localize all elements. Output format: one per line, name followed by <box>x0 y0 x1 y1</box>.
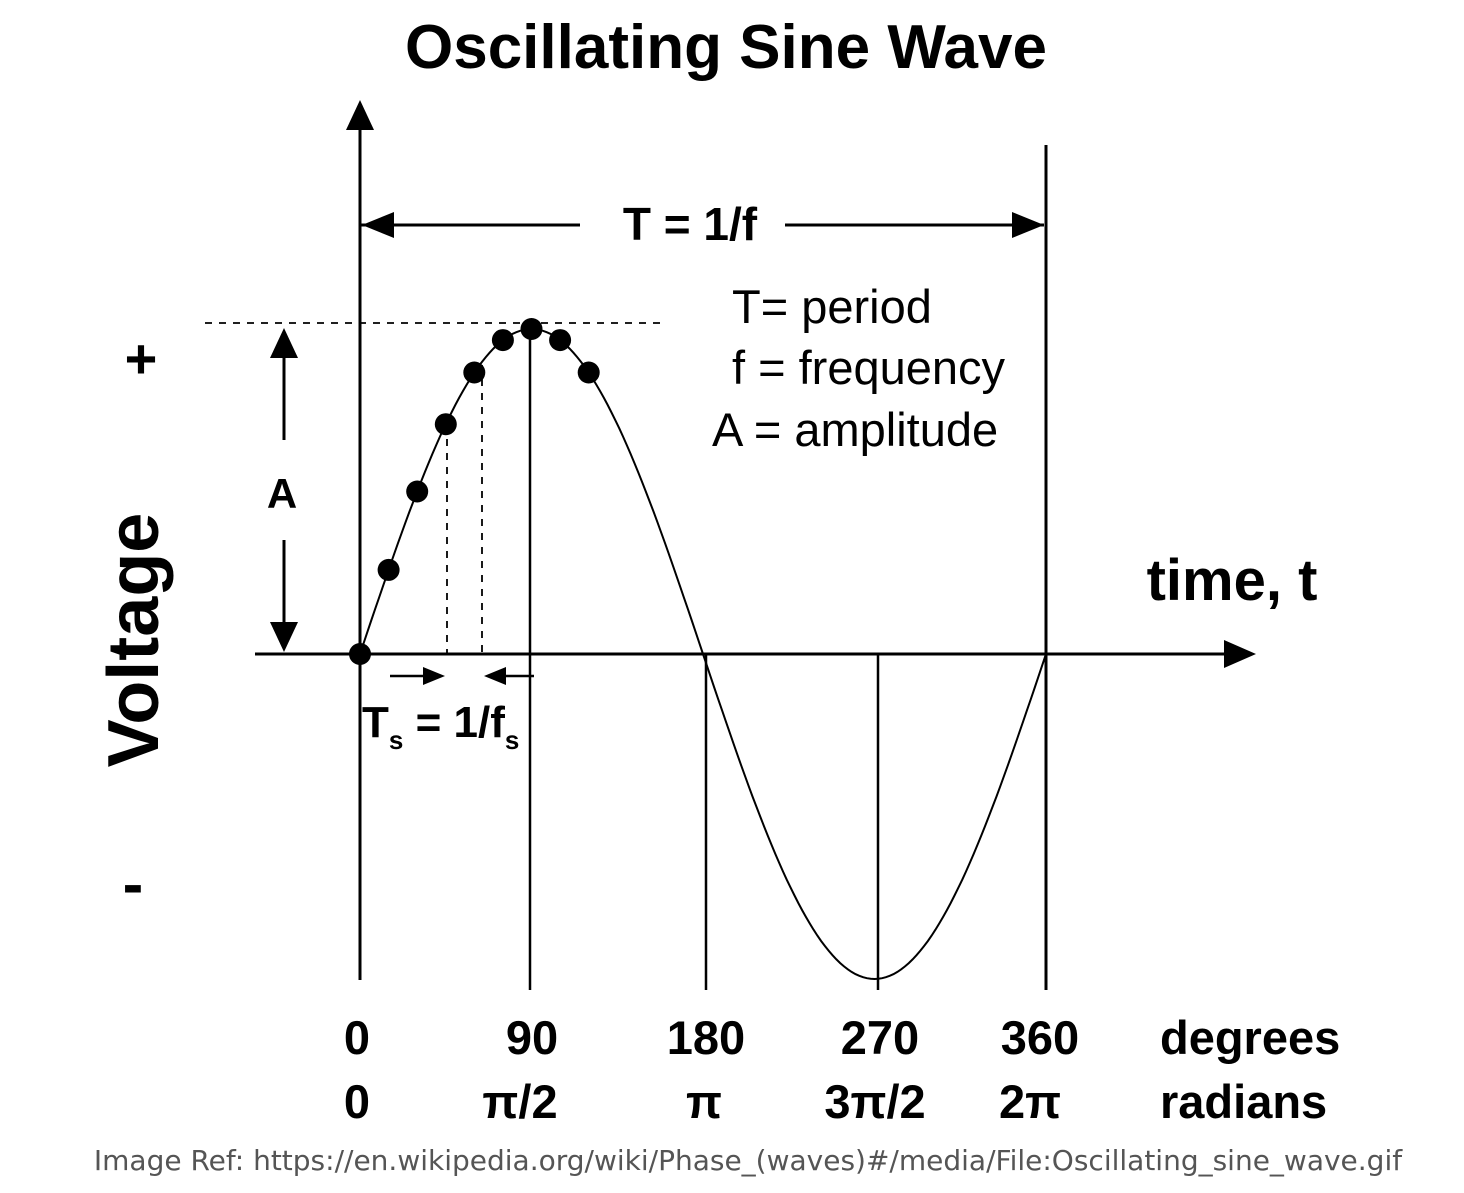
plus-sign: + <box>125 327 158 390</box>
radian-tick-2pi: 2π <box>999 1075 1061 1128</box>
sample-point <box>406 480 429 503</box>
sampling-period-label: Ts = 1/fs <box>362 698 519 755</box>
image-reference: Image Ref: https://en.wikipedia.org/wiki… <box>94 1144 1403 1177</box>
time-axis-arrowhead <box>1224 640 1256 668</box>
sample-interval-arrowhead-right <box>484 667 506 685</box>
diagram-title: Oscillating Sine Wave <box>405 13 1047 82</box>
sample-point <box>349 643 371 665</box>
sample-interval-arrowhead-left <box>423 667 445 685</box>
radian-tick-pi: π <box>686 1075 722 1128</box>
voltage-label: Voltage <box>94 513 174 768</box>
degree-tick-0: 0 <box>344 1011 370 1064</box>
legend-period: T= period <box>732 280 932 333</box>
degree-tick-180: 180 <box>667 1011 745 1064</box>
radian-tick-pi-over-2: π/2 <box>482 1075 557 1128</box>
degree-tick-360: 360 <box>1001 1011 1079 1064</box>
time-label: time, t <box>1147 548 1318 613</box>
amplitude-arrowhead-up <box>270 328 298 358</box>
radians-unit-label: radians <box>1160 1075 1327 1128</box>
voltage-axis-arrowhead <box>346 100 374 130</box>
sample-points <box>349 318 600 665</box>
sample-point <box>491 329 514 352</box>
amplitude-arrowhead-down <box>270 622 298 652</box>
minus-sign: - <box>123 850 144 919</box>
degree-tick-90: 90 <box>506 1011 558 1064</box>
radian-tick-0: 0 <box>344 1075 370 1128</box>
sample-point <box>377 558 400 581</box>
period-arrowhead-right <box>1012 212 1044 238</box>
legend-frequency: f = frequency <box>732 341 1006 394</box>
legend-amplitude: A = amplitude <box>712 403 998 456</box>
sample-point <box>434 413 457 436</box>
degrees-unit-label: degrees <box>1160 1011 1340 1064</box>
sample-point <box>549 329 572 352</box>
amplitude-label: A <box>267 470 297 517</box>
sample-point <box>520 318 543 340</box>
radian-tick-3pi-over-2: 3π/2 <box>824 1075 925 1128</box>
period-label: T = 1/f <box>623 198 758 250</box>
sample-point <box>463 361 486 384</box>
degree-tick-270: 270 <box>841 1011 919 1064</box>
sample-point <box>577 361 600 384</box>
period-arrowhead-left <box>362 212 394 238</box>
